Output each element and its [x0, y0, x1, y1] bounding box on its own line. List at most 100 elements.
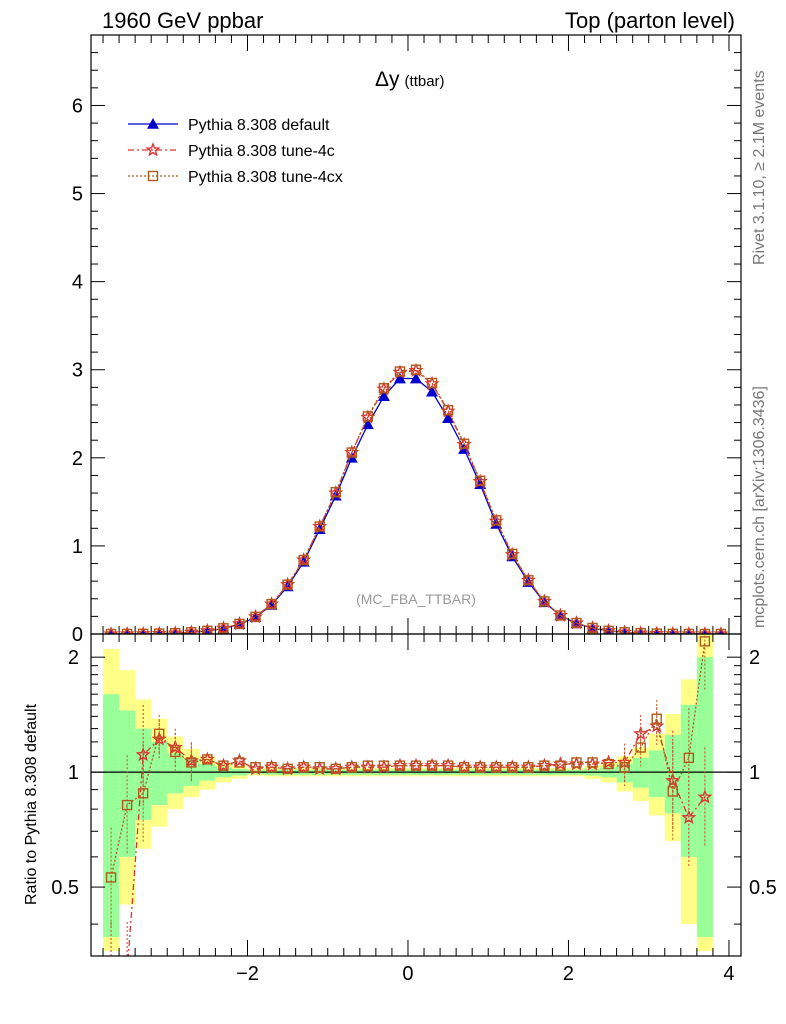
main-point — [636, 627, 645, 634]
ratio-point — [667, 786, 678, 797]
ratio-point — [571, 757, 582, 768]
ratio-uncertainty-bands — [103, 634, 713, 952]
ratio-point — [154, 728, 165, 740]
ratio-point — [314, 762, 325, 773]
ratio-y-tick-label: 2 — [68, 647, 79, 669]
main-y-tick-label: 3 — [72, 360, 83, 382]
ratio-point — [458, 762, 470, 773]
ratio-point — [555, 760, 566, 771]
main-point — [555, 610, 566, 621]
ratio-point — [362, 760, 374, 771]
ratio-point — [699, 636, 711, 647]
ratio-point — [426, 760, 438, 771]
main-point — [699, 628, 711, 634]
ratio-point — [105, 966, 116, 977]
main-series-group — [103, 362, 729, 634]
ratio-point — [697, 789, 713, 804]
ratio-point — [121, 966, 132, 977]
main-point — [187, 626, 196, 634]
ratio-point — [442, 760, 454, 771]
main-point — [282, 579, 293, 590]
ratio-point — [346, 762, 358, 773]
main-point — [155, 627, 163, 634]
x-tick-label: 2 — [563, 963, 574, 985]
ratio-point — [587, 757, 598, 768]
main-point — [394, 366, 406, 377]
header-right: Top (parton level) — [565, 8, 735, 33]
main-point — [170, 627, 181, 634]
ratio-point — [681, 809, 697, 825]
main-point — [442, 412, 455, 423]
ratio-point — [266, 762, 277, 773]
ratio-point — [633, 725, 649, 741]
main-point — [523, 575, 534, 586]
ratio-point — [394, 760, 406, 771]
main-point — [298, 554, 309, 566]
main-y-tick-label: 5 — [72, 184, 83, 206]
ratio-point — [282, 763, 293, 775]
legend-marker — [145, 142, 161, 157]
main-point — [410, 364, 422, 375]
legend-label: Pythia 8.308 tune-4c — [188, 143, 335, 160]
main-point — [105, 628, 117, 634]
ratio-point — [410, 760, 422, 771]
ratio-point — [491, 762, 502, 773]
main-point — [330, 486, 341, 498]
main-point — [378, 383, 390, 394]
plot-title: Δy (ttbar) — [375, 68, 445, 91]
ratio-y-tick-label-right: 0.5 — [749, 877, 777, 899]
x-tick-label: 4 — [723, 963, 734, 985]
ratio-y-tick-label-right: 1 — [749, 762, 760, 784]
main-point — [426, 385, 439, 397]
legend-marker — [147, 118, 159, 129]
ratio-y-tick-label-right: 2 — [749, 647, 760, 669]
main-point — [234, 618, 245, 630]
main-point — [587, 622, 598, 634]
main-point — [346, 447, 358, 458]
ratio-point — [105, 872, 117, 883]
legend-label: Pythia 8.308 tune-4cx — [188, 169, 343, 186]
main-y-tick-label: 1 — [72, 536, 83, 558]
main-point — [603, 625, 614, 634]
main-point — [362, 411, 374, 422]
ratio-point — [298, 762, 309, 773]
mcplots-label: mcplots.cern.ch [arXiv:1306.3436] — [751, 386, 768, 628]
ratio-ylabel: Ratio to Pythia 8.308 default — [23, 703, 40, 905]
legend-label: Pythia 8.308 default — [188, 117, 330, 134]
main-point — [539, 596, 550, 607]
ratio-point — [250, 762, 261, 773]
main-point — [669, 627, 677, 634]
main-point — [393, 372, 406, 384]
main-y-tick-label: 2 — [72, 448, 83, 470]
x-tick-label: 0 — [402, 963, 413, 985]
main-y-tick-label: 6 — [72, 95, 83, 117]
header-left: 1960 GeV ppbar — [102, 8, 263, 33]
ratio-point — [218, 760, 229, 771]
analysis-watermark: (MC_FBA_TTBAR) — [356, 591, 476, 607]
legend-marker — [147, 170, 159, 182]
ratio-point — [507, 762, 518, 773]
main-point — [186, 627, 197, 634]
ratio-point — [603, 758, 614, 770]
ratio-point — [137, 788, 149, 799]
green-band-bin — [167, 753, 184, 794]
ratio-point — [121, 799, 133, 811]
ratio-y-tick-label: 0.5 — [51, 877, 79, 899]
ratio-point — [523, 762, 534, 773]
main-point — [571, 617, 582, 629]
ratio-point — [619, 762, 630, 773]
ratio-point — [186, 757, 197, 768]
ratio-point — [635, 742, 646, 753]
main-point — [474, 475, 486, 486]
main-point — [377, 390, 390, 401]
main-point — [653, 627, 661, 634]
main-point — [266, 598, 277, 610]
main-point — [361, 418, 374, 430]
main-point — [507, 548, 518, 560]
main-point — [715, 628, 727, 634]
main-point — [202, 625, 213, 634]
main-line-2 — [111, 369, 721, 634]
main-point — [635, 627, 646, 634]
